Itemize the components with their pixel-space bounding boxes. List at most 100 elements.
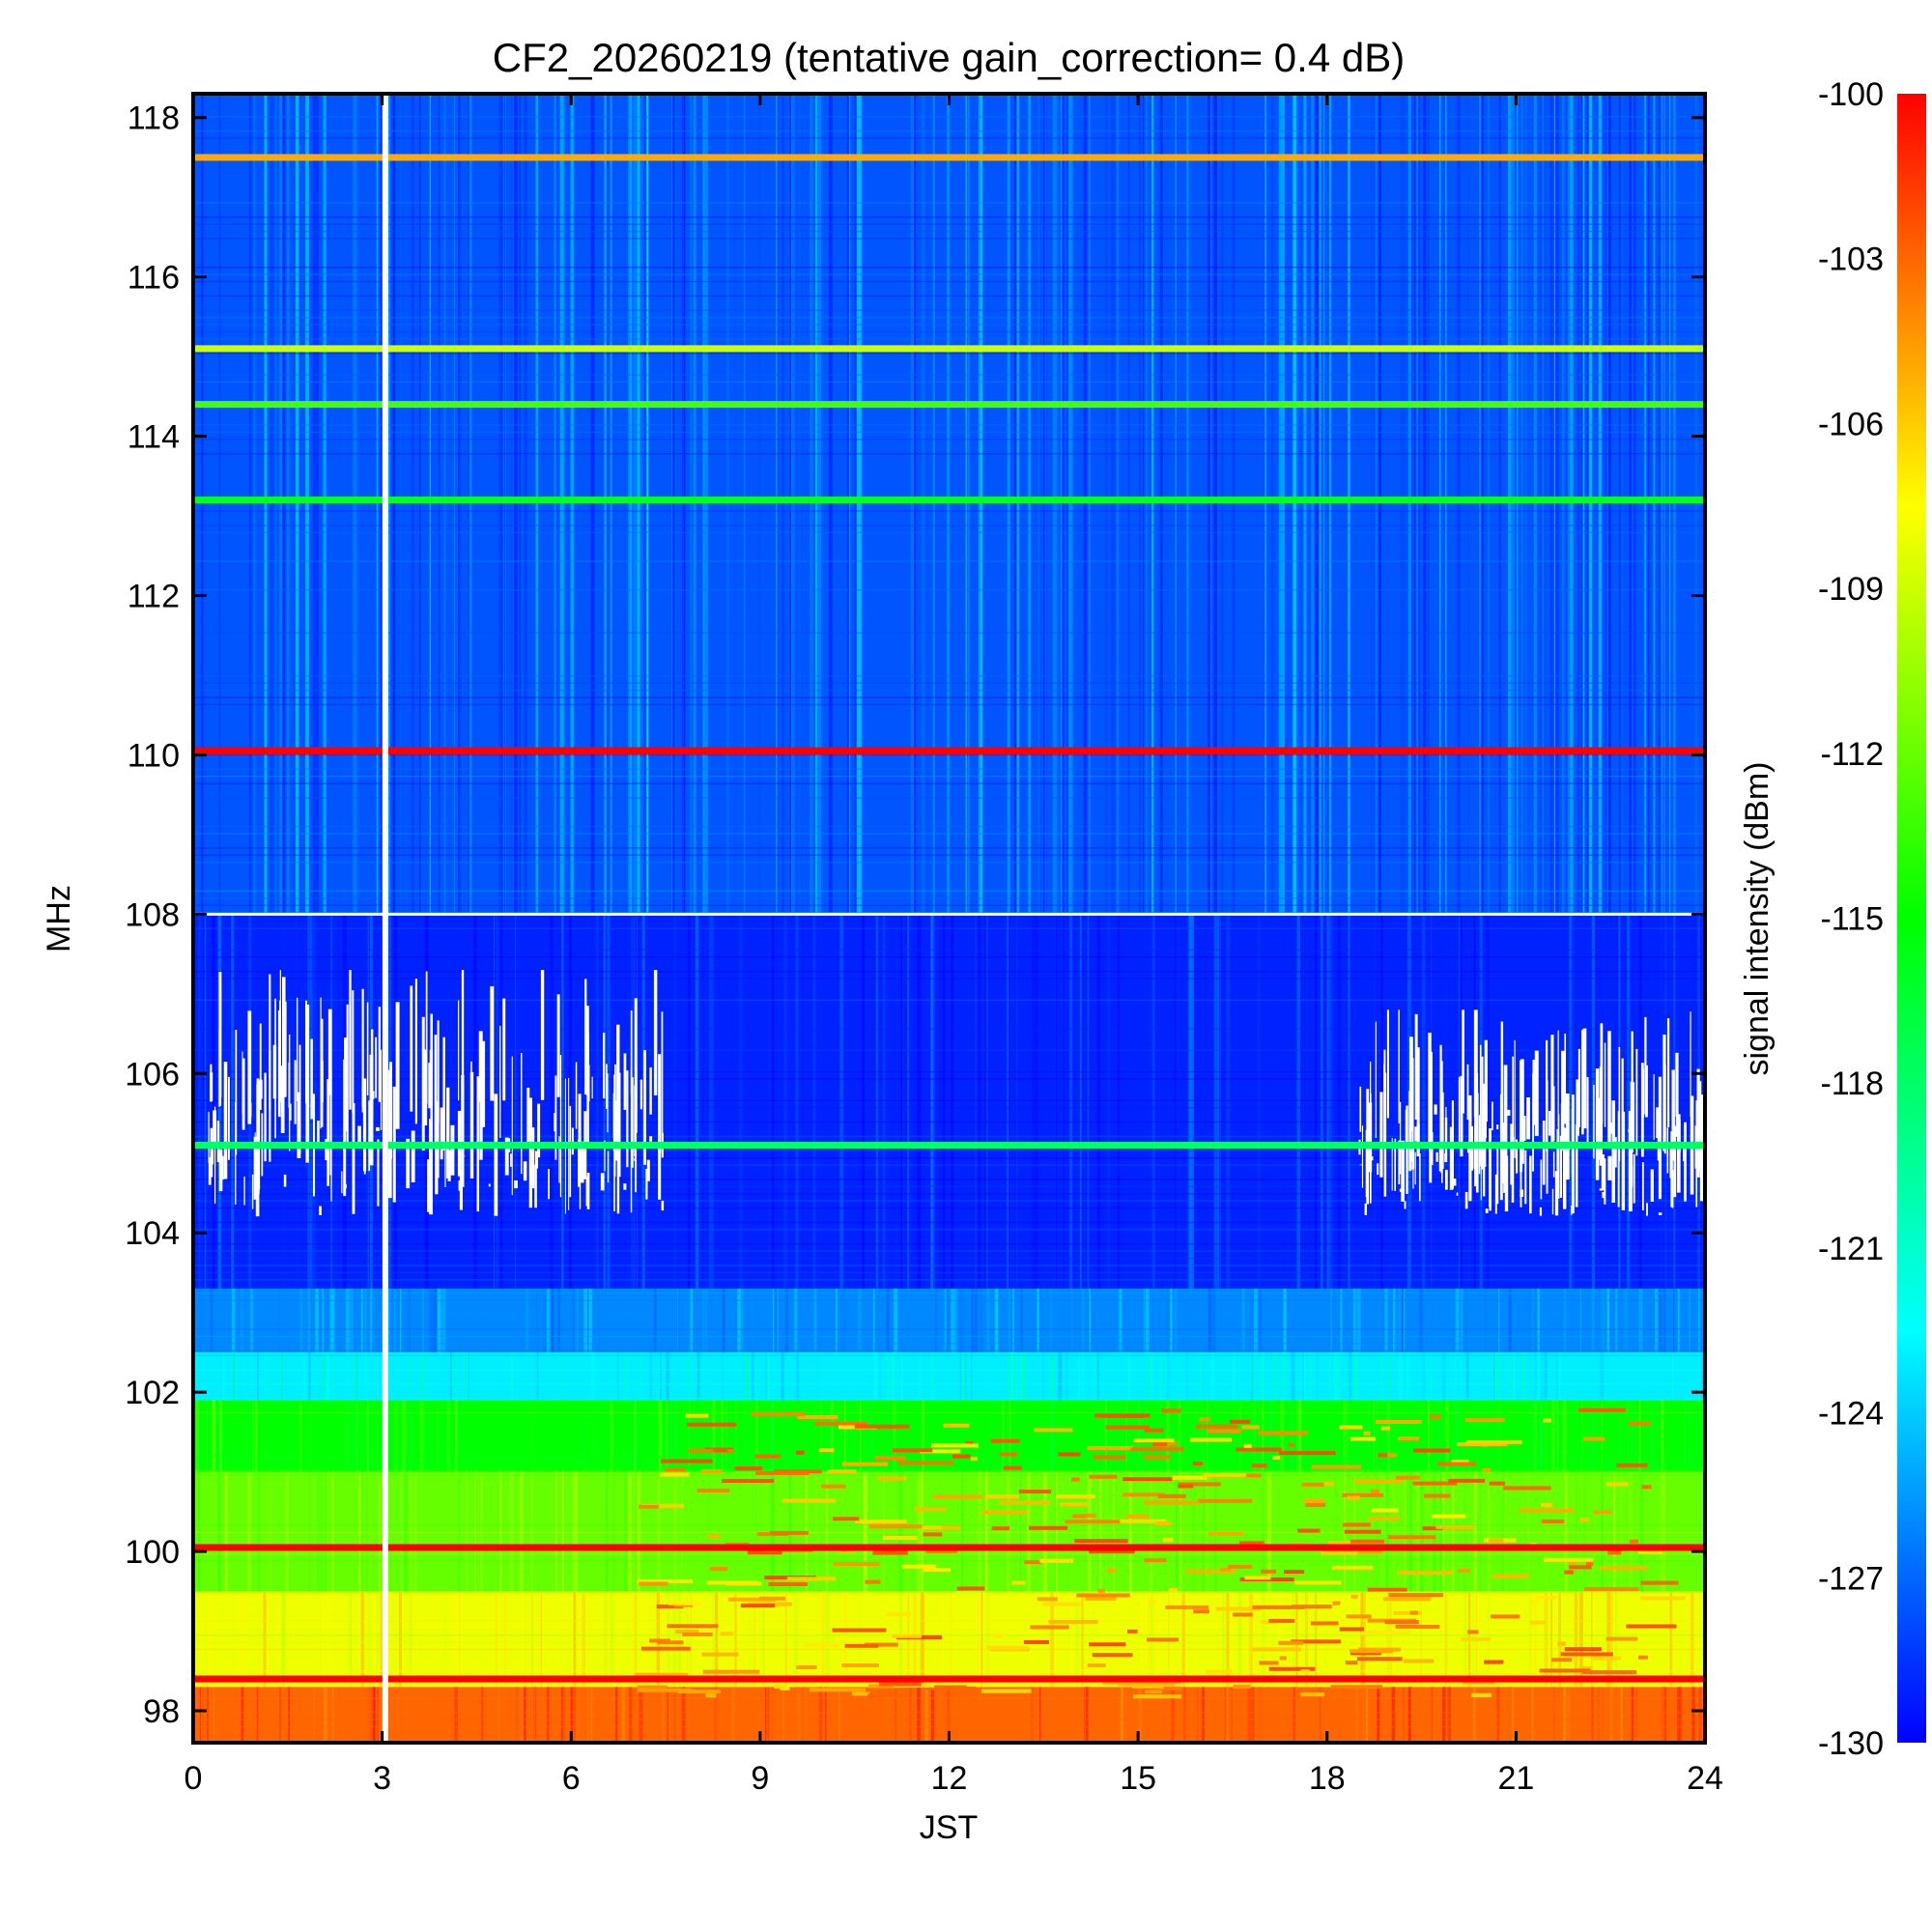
heatmap-streak	[1296, 1400, 1300, 1472]
heatmap-gap	[1473, 1009, 1475, 1118]
heatmap-streak	[309, 1471, 314, 1592]
heatmap-streak	[1381, 1471, 1383, 1592]
heatmap-streak	[401, 1400, 405, 1472]
heatmap-streak	[1348, 94, 1350, 915]
heatmap-speckle	[1626, 1624, 1677, 1629]
heatmap-speckle	[1133, 1437, 1175, 1442]
heatmap-streak	[878, 1351, 882, 1401]
heatmap-speckle	[1607, 1550, 1622, 1555]
heatmap-streak	[1181, 1591, 1185, 1688]
heatmap-streak	[457, 94, 461, 915]
heatmap-streak	[1479, 1471, 1481, 1592]
heatmap-streak	[198, 914, 201, 1289]
heatmap-streak	[1202, 1687, 1205, 1743]
heatmap-streak	[894, 1288, 898, 1352]
heatmap-streak	[1062, 94, 1065, 915]
heatmap-speckle	[1503, 1486, 1551, 1491]
heatmap-streak	[532, 1400, 536, 1472]
heatmap-streak	[1445, 1400, 1450, 1472]
heatmap-streak	[279, 94, 284, 915]
heatmap-gap	[296, 997, 298, 1101]
heatmap-streak	[1150, 1471, 1152, 1592]
heatmap-streak	[214, 914, 217, 1289]
heatmap-streak	[1185, 1351, 1189, 1401]
heatmap-streak	[865, 1400, 869, 1472]
heatmap-speckle	[1353, 1479, 1403, 1484]
heatmap-gap	[1650, 1169, 1654, 1202]
heatmap-streak	[752, 1351, 754, 1401]
heatmap-streak	[687, 914, 691, 1289]
heatmap-gap	[444, 1148, 446, 1187]
heatmap-gap	[540, 970, 545, 1100]
heatmap-streak	[1319, 94, 1321, 915]
heatmap-streak	[1065, 1351, 1068, 1401]
heatmap-streak	[519, 1471, 524, 1592]
heatmap-streak	[953, 1288, 957, 1352]
heatmap-streak	[370, 1687, 374, 1743]
heatmap-speckle	[1578, 1665, 1593, 1670]
heatmap-streak	[1556, 1351, 1558, 1401]
heatmap-streak	[394, 1400, 398, 1472]
heatmap-speckle	[854, 1424, 910, 1429]
heatmap-gap	[216, 1121, 220, 1163]
heatmap-streak	[776, 94, 778, 915]
heatmap-streak	[1533, 94, 1537, 915]
heatmap-gap	[649, 1066, 652, 1115]
heatmap-gap	[1520, 1059, 1524, 1164]
heatmap-gap	[554, 1075, 557, 1160]
heatmap-striation	[193, 238, 1705, 240]
heatmap-speckle	[1330, 1685, 1383, 1690]
heatmap-streak	[218, 1351, 222, 1401]
heatmap-gap	[1484, 1091, 1487, 1167]
heatmap-streak	[624, 1351, 628, 1401]
heatmap-streak	[197, 94, 200, 915]
heatmap-streak	[1181, 1591, 1183, 1688]
heatmap-streak	[321, 1471, 324, 1592]
heatmap-gap	[1675, 1106, 1678, 1137]
heatmap-streak	[1264, 94, 1266, 915]
heatmap-gap	[584, 979, 587, 1094]
heatmap-streak	[818, 914, 822, 1289]
heatmap-streak	[409, 1351, 412, 1401]
heatmap-speckle	[1461, 1636, 1492, 1641]
heatmap-streak	[824, 1687, 827, 1743]
heatmap-speckle	[1023, 1639, 1050, 1644]
heatmap-streak	[574, 1687, 576, 1743]
heatmap-streak	[1639, 1471, 1643, 1592]
heatmap-gap	[307, 1104, 310, 1108]
heatmap-streak	[1187, 914, 1190, 1289]
heatmap-streak	[777, 94, 780, 915]
heatmap-streak	[1620, 1687, 1623, 1743]
heatmap-streak	[721, 1591, 725, 1688]
heatmap-striation	[193, 1135, 1705, 1138]
heatmap-gap	[1658, 1212, 1662, 1215]
heatmap-streak	[1321, 914, 1323, 1289]
heatmap-speckle	[1358, 1549, 1383, 1554]
heatmap-streak	[358, 1471, 361, 1592]
heatmap-speckle	[702, 1669, 760, 1674]
heatmap-streak	[820, 94, 824, 915]
heatmap-streak	[1607, 94, 1611, 915]
heatmap-speckle	[1437, 1462, 1477, 1466]
heatmap-streak	[561, 914, 564, 1289]
heatmap-gap	[1653, 1073, 1655, 1140]
heatmap-gap	[325, 1138, 329, 1161]
heatmap-speckle	[641, 1503, 684, 1508]
heatmap-streak	[873, 1351, 878, 1401]
heatmap-streak	[914, 94, 917, 915]
heatmap-streak	[1189, 94, 1193, 915]
heatmap-gap	[210, 1064, 213, 1102]
heatmap-streak	[1442, 1687, 1446, 1743]
heatmap-streak	[207, 1687, 209, 1743]
heatmap-gap	[1482, 1083, 1486, 1197]
heatmap-streak	[1127, 1351, 1130, 1401]
heatmap-gap	[1571, 1094, 1575, 1214]
heatmap-streak	[356, 1400, 358, 1472]
heatmap-streak	[857, 1591, 860, 1688]
heatmap-streak	[369, 1288, 373, 1352]
heatmap-gap	[585, 1177, 589, 1207]
heatmap-streak	[1326, 914, 1330, 1289]
heatmap-gap	[558, 1136, 560, 1183]
heatmap-speckle	[1118, 1682, 1175, 1687]
heatmap-streak	[1007, 1471, 1010, 1592]
